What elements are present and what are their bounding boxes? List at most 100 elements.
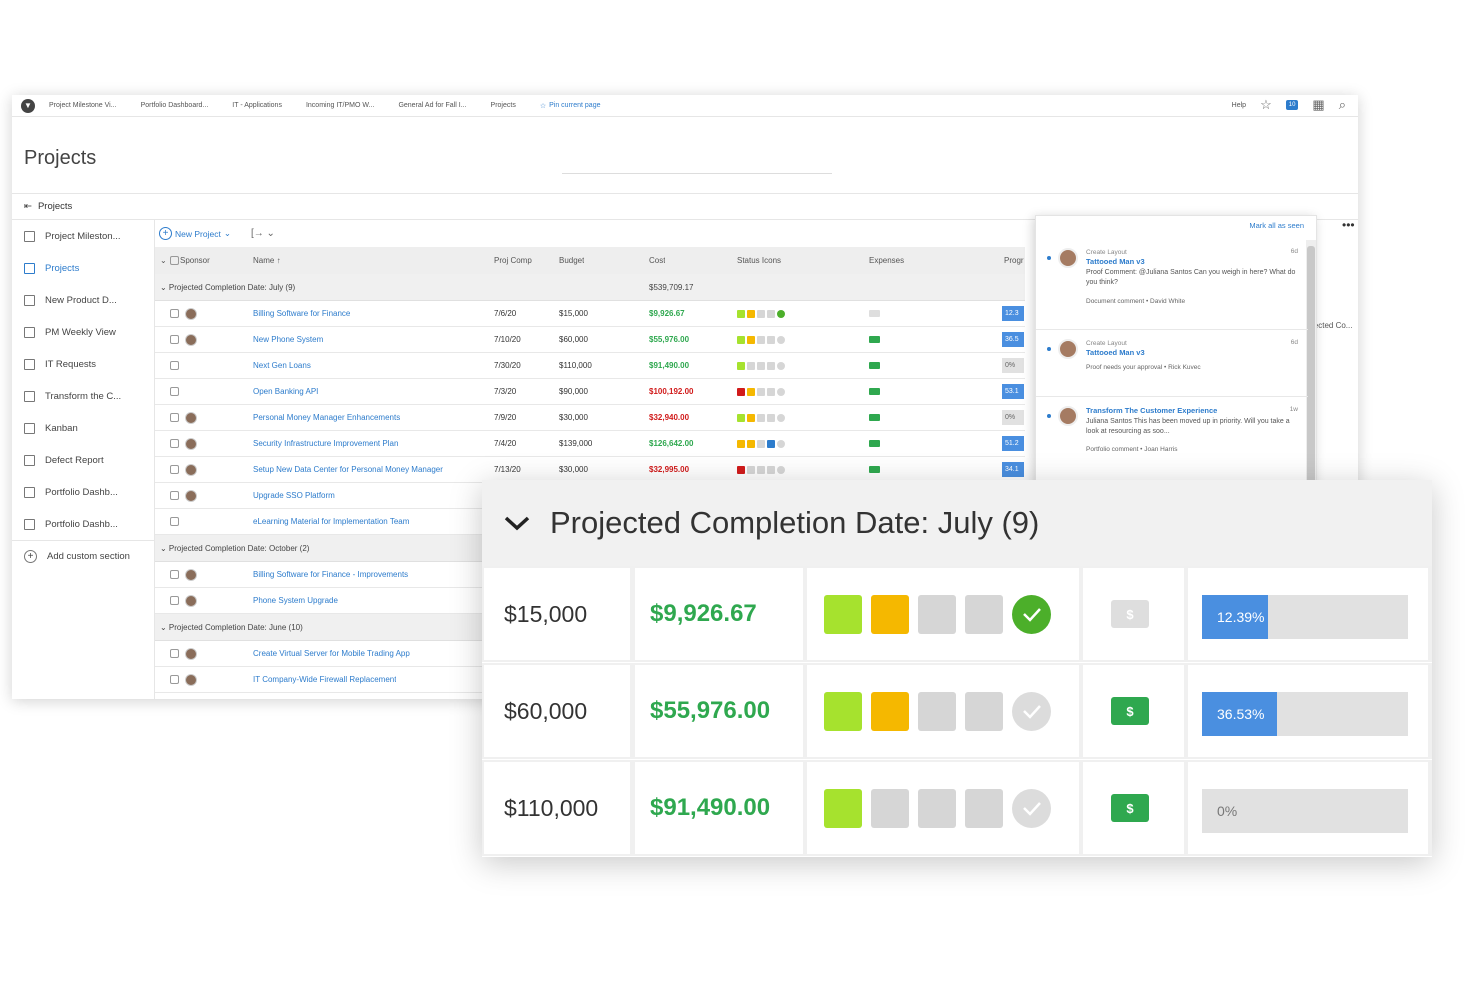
zoom-row[interactable]: $110,000 $91,490.00 $0% (482, 760, 1432, 856)
column-header[interactable]: Status Icons (737, 256, 782, 265)
row-select[interactable] (170, 405, 197, 430)
zoom-row[interactable]: $15,000 $9,926.67 $12.39% (482, 566, 1432, 662)
project-name-link[interactable]: Next Gen Loans (253, 361, 311, 370)
nav-tab[interactable]: Incoming IT/PMO W... (305, 102, 375, 109)
row-select[interactable] (170, 588, 197, 613)
column-header[interactable]: Budget (559, 256, 585, 265)
project-name-link[interactable]: Billing Software for Finance - Improveme… (253, 570, 409, 579)
column-header[interactable]: Progr (1004, 256, 1024, 265)
zoom-row[interactable]: $60,000 $55,976.00 $36.53% (482, 663, 1432, 759)
row-checkbox[interactable] (170, 309, 179, 318)
project-name-link[interactable]: Phone System Upgrade (253, 596, 338, 605)
row-select[interactable] (170, 353, 179, 378)
notification-item[interactable]: Create Layout Tattooed Man v3 Proof Commen… (1036, 240, 1308, 330)
sidebar-item[interactable]: Defect Report (12, 444, 154, 476)
sidebar-item[interactable]: Portfolio Dashb... (12, 476, 154, 508)
row-checkbox[interactable] (170, 570, 179, 579)
column-header[interactable]: Cost (649, 256, 666, 265)
row-checkbox[interactable] (170, 675, 179, 684)
nav-tab[interactable]: Project Milestone Vi... (49, 102, 117, 109)
pin-current-page[interactable]: ☆ Pin current page (540, 102, 601, 110)
logo-icon[interactable]: ▼ (21, 98, 35, 113)
notification-item[interactable]: Create Layout Tattooed Man v3 Proof needs … (1036, 331, 1308, 397)
row-checkbox[interactable] (170, 491, 179, 500)
row-checkbox[interactable] (170, 649, 179, 658)
chevron-down-icon[interactable] (504, 510, 530, 536)
sidebar-item[interactable]: New Product D... (12, 284, 154, 316)
help-link[interactable]: Help (1231, 101, 1247, 109)
row-checkbox[interactable] (170, 335, 179, 344)
table-row[interactable]: Billing Software for Finance 7/6/20 $15,00… (155, 301, 1025, 327)
table-row[interactable]: Personal Money Manager Enhancements 7/9/2… (155, 405, 1025, 431)
sidebar-item[interactable]: PM Weekly View (12, 316, 154, 348)
export-icon[interactable]: [→ ⌄ (250, 228, 275, 239)
row-select[interactable] (170, 379, 179, 404)
more-options-icon[interactable]: ••• (1342, 218, 1355, 232)
nav-tab[interactable]: General Ad for Fall I... (398, 102, 467, 109)
row-checkbox[interactable] (170, 439, 179, 448)
project-name-link[interactable]: Open Banking API (253, 387, 319, 396)
project-name-link[interactable]: Billing Software for Finance (253, 309, 351, 318)
row-checkbox[interactable] (170, 413, 179, 422)
project-name-link[interactable]: Create Virtual Server for Mobile Trading… (253, 649, 410, 658)
check-circle-icon (777, 361, 785, 370)
scrollbar[interactable] (1306, 240, 1316, 574)
column-header[interactable]: Name ↑ (253, 256, 281, 265)
project-name-link[interactable]: Setup New Data Center for Personal Money… (253, 465, 443, 474)
project-name-link[interactable]: New Phone System (253, 335, 324, 344)
sidebar-item[interactable]: Projects (12, 252, 154, 284)
nav-tab[interactable]: IT - Applications (232, 102, 282, 109)
column-header[interactable]: Proj Comp (494, 256, 532, 265)
notification-title[interactable]: Transform The Customer Experience (1086, 406, 1218, 415)
sidebar-item[interactable]: Kanban (12, 412, 154, 444)
sidebar-item[interactable]: Portfolio Dashb... (12, 508, 154, 540)
row-select[interactable] (170, 667, 197, 692)
mark-all-seen-link[interactable]: Mark all as seen (1249, 221, 1304, 230)
notification-item[interactable]: Transform The Customer Experience Juliana… (1036, 398, 1308, 483)
add-custom-section-button[interactable]: + Add custom section (12, 540, 154, 572)
sidebar-item[interactable]: Project Mileston... (12, 220, 154, 252)
project-name-link[interactable]: eLearning Material for Implementation Te… (253, 517, 410, 526)
new-project-button[interactable]: + New Project ⌄ (159, 227, 231, 240)
table-row[interactable]: Security Infrastructure Improvement Plan… (155, 431, 1025, 457)
project-name-link[interactable]: IT Company-Wide Firewall Replacement (253, 675, 397, 684)
nav-tab[interactable]: Portfolio Dashboard... (140, 102, 209, 109)
row-checkbox[interactable] (170, 517, 179, 526)
row-checkbox[interactable] (170, 596, 179, 605)
project-name-link[interactable]: Personal Money Manager Enhancements (253, 413, 401, 422)
row-checkbox[interactable] (170, 361, 179, 370)
row-select[interactable] (170, 327, 197, 352)
notification-badge[interactable]: 10 (1285, 100, 1299, 110)
notification-title[interactable]: Tattooed Man v3 (1086, 348, 1145, 358)
table-row[interactable]: New Phone System 7/10/20 $60,000 $55,976.00… (155, 327, 1025, 353)
column-header[interactable]: Sponsor (180, 256, 210, 265)
project-name-link[interactable]: Security Infrastructure Improvement Plan (253, 439, 399, 448)
table-row[interactable]: Next Gen Loans 7/30/20 $110,000 $91,490.00 0… (155, 353, 1025, 379)
select-all-checkbox[interactable]: ⌄ (160, 247, 179, 274)
group-header[interactable]: Projected Completion Date: July (9) (482, 480, 1432, 566)
column-header[interactable]: Expenses (869, 256, 905, 265)
apps-grid-icon[interactable]: ▦ (1312, 97, 1325, 112)
collapse-sidebar-icon[interactable]: ⇤ (24, 201, 32, 212)
notification-title[interactable]: Tattooed Man v3 (1086, 257, 1145, 267)
scrollbar-thumb[interactable] (1307, 246, 1315, 574)
row-select[interactable] (170, 483, 197, 508)
group-header-row[interactable]: ⌄ Projected Completion Date: July (9) $53… (155, 274, 1025, 301)
table-row[interactable]: Open Banking API 7/3/20 $90,000 $100,192.00… (155, 379, 1025, 405)
row-select[interactable] (170, 641, 197, 666)
search-icon[interactable]: ⌕ (1338, 97, 1346, 112)
row-select[interactable] (170, 562, 197, 587)
project-name-link[interactable]: Upgrade SSO Platform (253, 491, 335, 500)
row-select[interactable] (170, 457, 197, 482)
row-select[interactable] (170, 509, 179, 534)
row-select[interactable] (170, 301, 197, 326)
nav-tab[interactable]: Projects (490, 102, 516, 109)
cost-value: $9,926.67 (649, 309, 685, 318)
sidebar-item[interactable]: Transform the C... (12, 380, 154, 412)
sidebar-item[interactable]: IT Requests (12, 348, 154, 380)
row-checkbox[interactable] (170, 465, 179, 474)
star-icon[interactable]: ☆ (1260, 97, 1272, 112)
breadcrumb: ⇤ Projects (12, 193, 1358, 220)
row-select[interactable] (170, 431, 197, 456)
row-checkbox[interactable] (170, 387, 179, 396)
